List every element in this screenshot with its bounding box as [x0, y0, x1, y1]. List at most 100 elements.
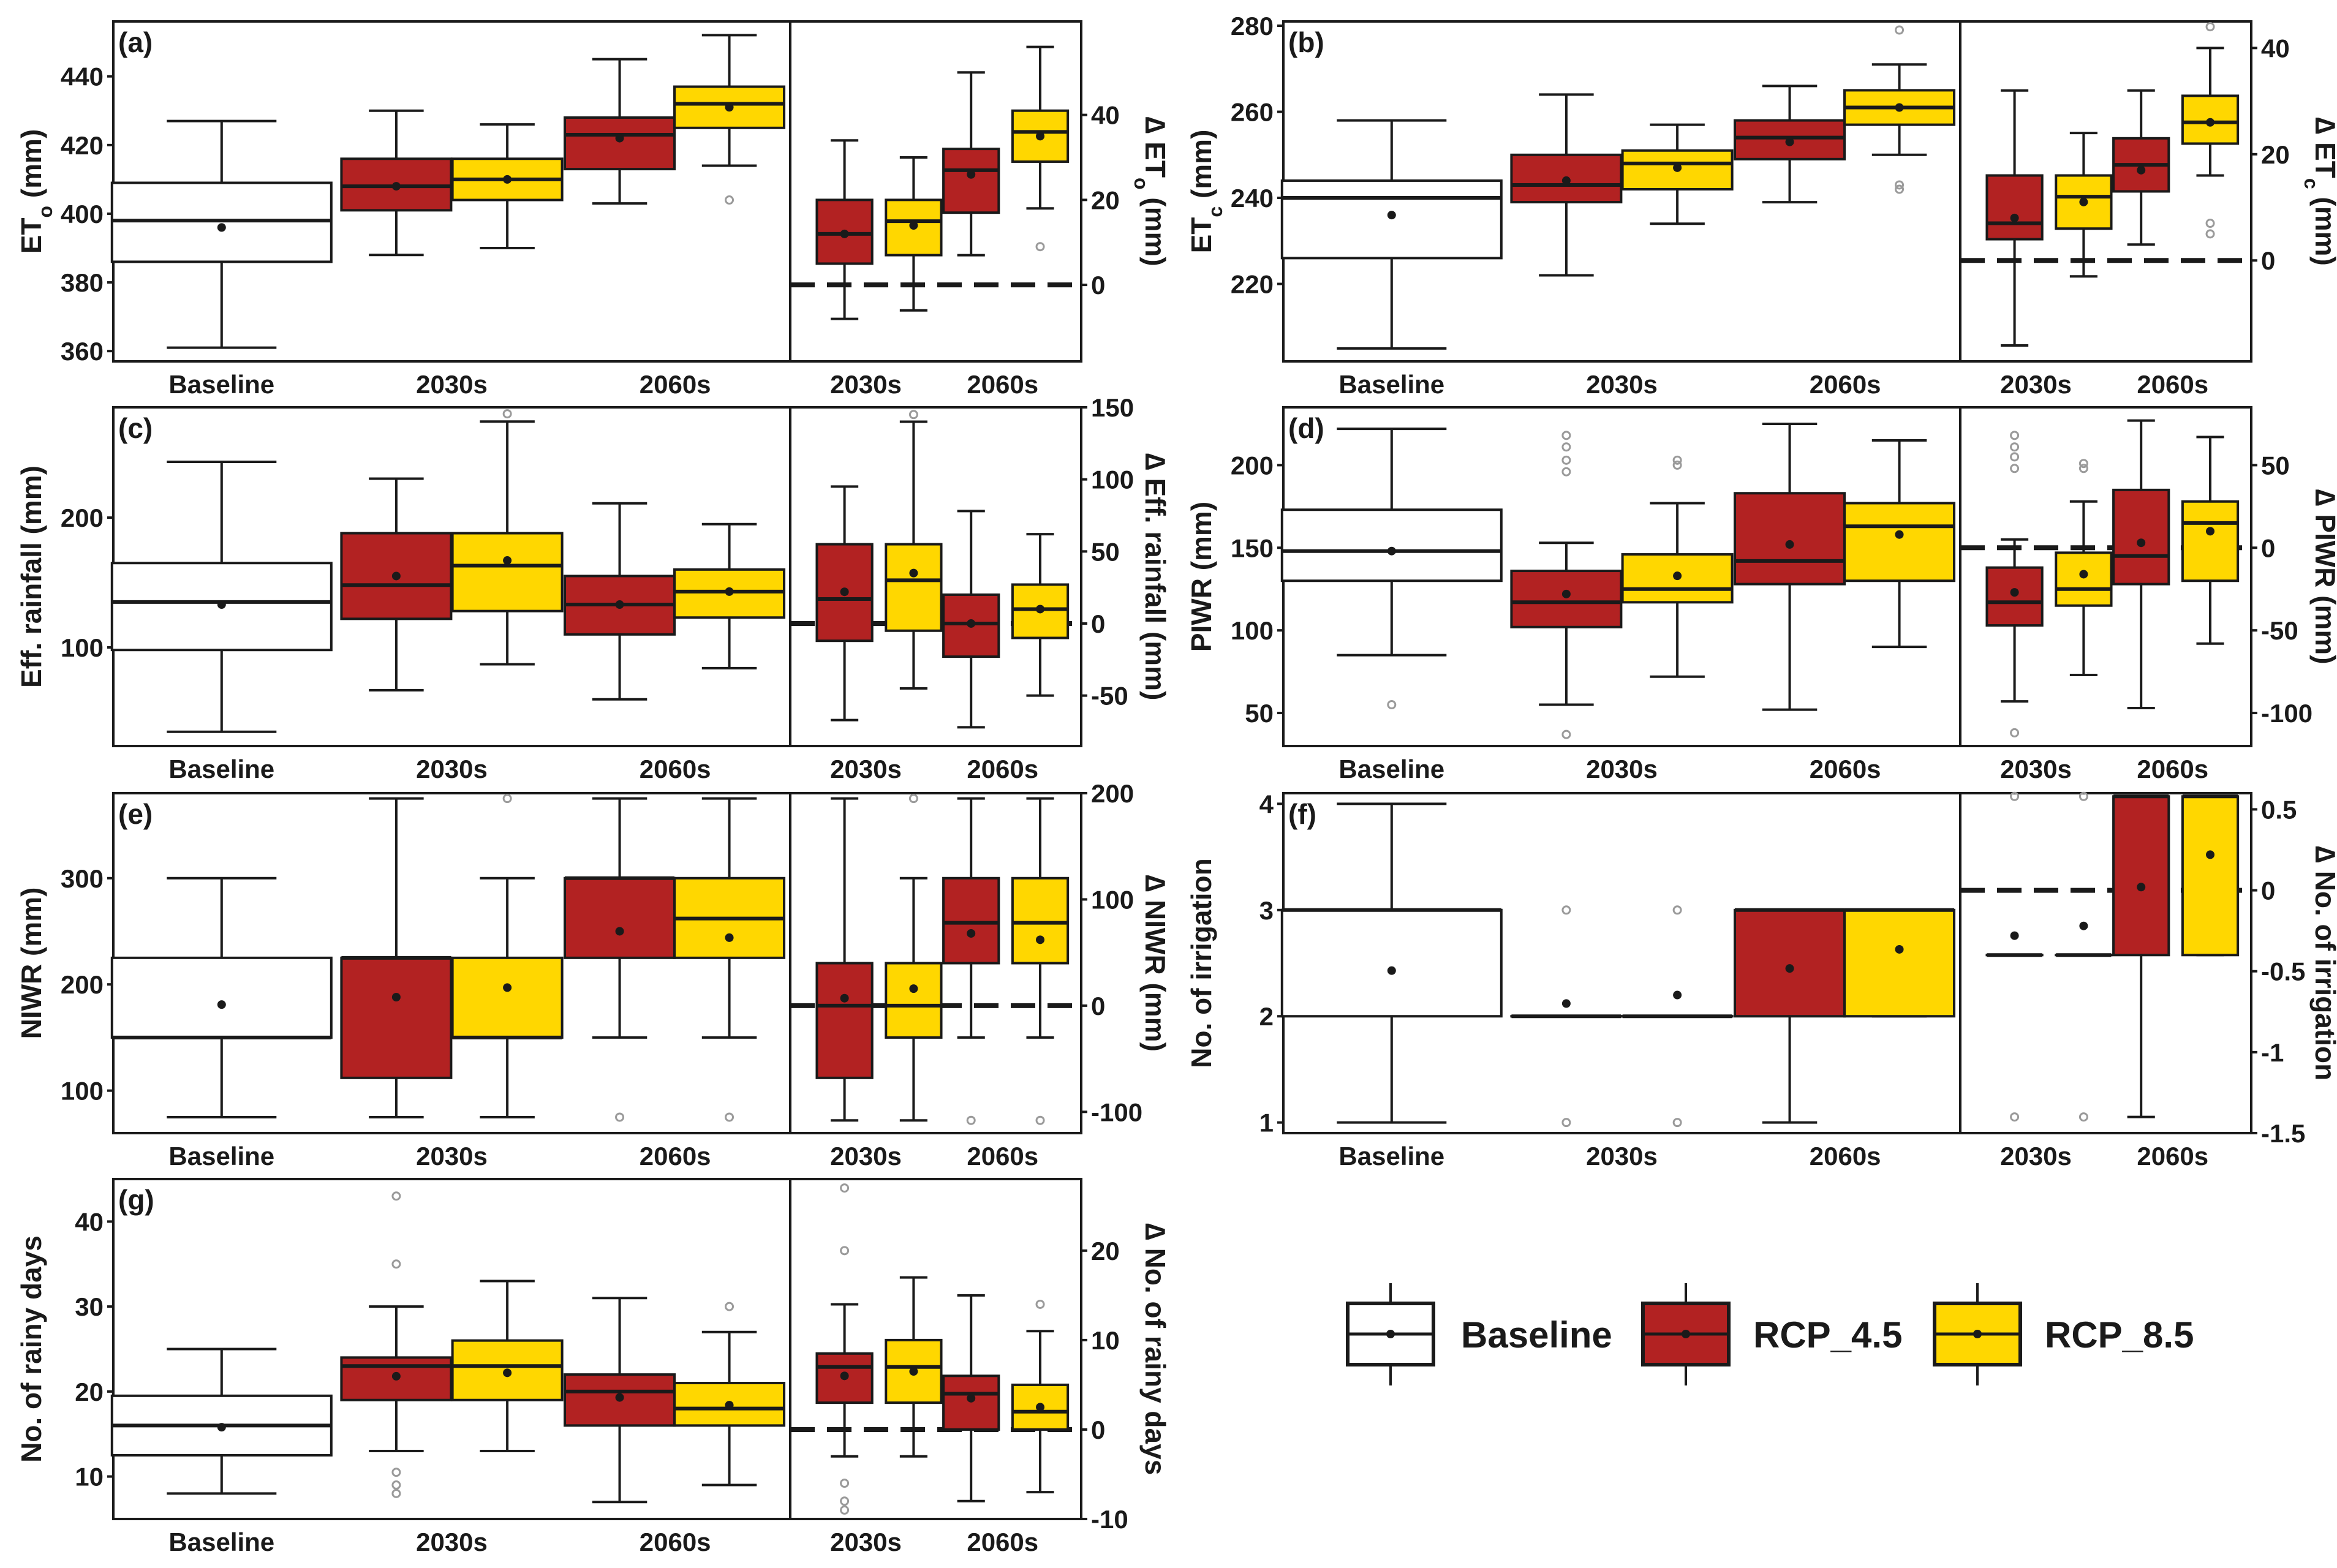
- panel-e-delta-2060s-rcp45-mean: [967, 929, 976, 938]
- panel-g-ylabel: No. of rainy days: [15, 1235, 47, 1463]
- panel-d-delta-xtick-2060s: 2060s: [2137, 755, 2208, 783]
- panel-e-baseline-baseline-mean: [217, 1000, 226, 1009]
- panel-b-2060s-rcp85-mean: [1895, 103, 1904, 112]
- panel-a-xtick-2060s: 2060s: [640, 370, 711, 399]
- panel-e-delta-2030s-rcp85-outlier-0: [908, 794, 918, 804]
- panel-b-2030s-rcp85-mean: [1673, 163, 1682, 172]
- legend-mean-rcp85: [1973, 1330, 1982, 1338]
- panel-e-delta-2060s-rcp85-outlier-0: [1035, 1115, 1045, 1125]
- panel-f-delta-2060s-rcp45-box: [2112, 795, 2170, 957]
- panel-f-delta-2030s-rcp45-outlier-1: [2010, 791, 2020, 801]
- panel-e-delta-2030s-rcp45-box: [815, 962, 874, 1079]
- panel-e-ytick-delta-label: 0: [1091, 992, 1105, 1020]
- panel-f-delta-2060s-rcp85-box: [2181, 795, 2240, 957]
- panel-c-ytick-delta-label: 0: [1091, 609, 1105, 638]
- panel-e-2060s-rcp45-mean: [615, 927, 624, 936]
- panel-f-ytick-delta-label: -1: [2261, 1038, 2284, 1067]
- panel-b-2060s-rcp85-outlier-1: [1895, 180, 1905, 190]
- panel-f-2030s-rcp85-outlier-0: [1672, 1118, 1682, 1128]
- panel-f-baseline-baseline-mean: [1387, 966, 1396, 975]
- panel-e-delta-2030s-rcp85-box: [885, 962, 943, 1039]
- panel-c-2030s-rcp85-outlier-0: [502, 409, 512, 419]
- panel-c-baseline-baseline-box: [110, 562, 333, 652]
- panel-e-2060s-rcp45-outlier-0: [615, 1112, 625, 1122]
- panel-g-delta-2030s-rcp45-outlier-4: [840, 1183, 850, 1193]
- panel-b-ytick-delta-label: 40: [2261, 34, 2290, 62]
- panel-b-xtick-baseline: Baseline: [1338, 370, 1444, 399]
- panel-d-delta-2030s-rcp45-mean: [2010, 588, 2019, 597]
- panel-g: 10 20 30 40 -10 0 10 20 Baseline 2030s 2060s 2030s 2…: [15, 1178, 1171, 1556]
- legend-item-rcp45: RCP_4.5: [1641, 1283, 1902, 1385]
- panel-e-delta-2030s-rcp85-mean: [909, 984, 918, 993]
- panel-b-delta-2030s-rcp85-mean: [2079, 197, 2088, 206]
- panel-d-ylabel-delta: ∆ PIWR (mm): [2309, 489, 2337, 664]
- panel-b-ylabel-delta-part-0: ∆ ET: [2309, 117, 2337, 178]
- panel-c-2030s-rcp85-mean: [503, 556, 512, 565]
- panel-d-baseline-baseline-outlier-0: [1387, 700, 1397, 710]
- panel-g-ytick-delta-label: 20: [1091, 1237, 1120, 1265]
- panel-f-ytick-label: 4: [1259, 790, 1274, 818]
- panel-f-delta-xtick-2060s: 2060s: [2137, 1142, 2208, 1170]
- panel-b-label: (b): [1288, 26, 1324, 58]
- panel-d-ytick-delta-label: 0: [2261, 533, 2275, 562]
- panel-a-ylabel-delta: ∆ ETo (mm): [1130, 116, 1171, 266]
- panel-a-2030s-rcp85-mean: [503, 175, 512, 184]
- panel-d-2060s-rcp45-mean: [1785, 540, 1794, 549]
- panel-e-ytick-label: 300: [61, 864, 104, 893]
- panel-a-ylabel-delta-part-0: ∆ ET: [1139, 116, 1171, 178]
- legend: Baseline RCP_4.5 RCP_8.5: [1346, 1283, 2194, 1385]
- panel-g-delta-2060s-rcp45-box: [942, 1374, 1000, 1431]
- panel-g-delta-xtick-2030s: 2030s: [830, 1528, 902, 1556]
- panel-c-ylabel-delta-part-0: ∆ Eff. rainfall (mm): [1139, 453, 1171, 701]
- panel-d-2030s-rcp45-outlier-3: [1561, 442, 1571, 452]
- panel-d-2060s-rcp45-box: [1734, 492, 1846, 586]
- panel-f-xtick-2030s: 2030s: [1586, 1142, 1658, 1170]
- panel-a-2030s-rcp45-mean: [391, 182, 401, 191]
- panel-f-ytick-delta-label: 0.5: [2261, 795, 2297, 824]
- panel-f-2060s-rcp45-box: [1734, 908, 1846, 1018]
- panel-f-2030s-rcp45-outlier-1: [1561, 905, 1571, 915]
- legend-label-rcp45: RCP_4.5: [1753, 1314, 1902, 1355]
- panel-a-label: (a): [118, 26, 153, 58]
- panel-d-ytick-label: 50: [1245, 699, 1274, 728]
- panel-a-ytick-label: 380: [61, 268, 104, 297]
- panel-e-ylabel: NIWR (mm): [15, 888, 47, 1039]
- panel-e-ytick-delta-label: 100: [1091, 885, 1134, 914]
- panel-c-xtick-2060s: 2060s: [640, 755, 711, 783]
- panel-f-2060s-rcp85-box: [1843, 908, 1956, 1018]
- panel-e-delta-xtick-2060s: 2060s: [967, 1142, 1038, 1170]
- panel-e-delta-2060s-rcp45-box: [942, 876, 1000, 965]
- panel-g-ytick-label: 20: [75, 1378, 104, 1406]
- panel-e-delta-2030s-rcp45-mean: [840, 993, 849, 1003]
- panel-g-2060s-rcp45-mean: [615, 1393, 624, 1402]
- panel-e-2030s-rcp85-mean: [503, 983, 512, 992]
- panel-a-ytick-label: 440: [61, 62, 104, 91]
- panel-d-ytick-label: 150: [1231, 533, 1274, 562]
- panel-a-ylabel-part-0: ET: [15, 218, 47, 254]
- panel-b-ylabel-part-1: c: [1204, 206, 1226, 217]
- panel-c-ytick-label: 100: [61, 633, 104, 662]
- panel-b: 220 240 260 280 0 20 40 Baseline 2030s 2060s 2030s…: [1185, 12, 2337, 399]
- panel-c-ytick-delta-label: 50: [1091, 537, 1120, 566]
- panel-f-baseline-baseline-box: [1280, 908, 1503, 1018]
- panel-a-ytick-label: 420: [61, 131, 104, 160]
- panel-c-ylabel: Eff. rainfall (mm): [15, 466, 47, 688]
- legend-label-rcp85: RCP_8.5: [2045, 1314, 2194, 1355]
- panel-g-xtick-2030s: 2030s: [416, 1528, 488, 1556]
- panel-b-baseline-baseline-box: [1280, 179, 1503, 260]
- panel-e-label: (e): [118, 798, 153, 830]
- panel-a-xtick-baseline: Baseline: [168, 370, 274, 399]
- panel-d-2030s-rcp85-mean: [1673, 571, 1682, 581]
- panel-b-ytick-label: 240: [1231, 184, 1274, 213]
- panel-b-delta-2030s-rcp45-box: [1985, 174, 2044, 241]
- panel-f-2030s-rcp85-outlier-1: [1672, 905, 1682, 915]
- panel-f: 1 2 3 4 -1.5 -1 -0.5 0 0.5 Baseline 2030s 2060s 2030…: [1185, 790, 2337, 1170]
- panel-g-delta-xtick-2060s: 2060s: [967, 1528, 1038, 1556]
- panel-d-ylabel: PIWR (mm): [1185, 502, 1217, 652]
- panel-d-2030s-rcp45-mean: [1561, 589, 1571, 598]
- panel-b-ylabel: ETc (mm): [1185, 130, 1226, 254]
- panel-a: 360 380 400 420 440 0 20 40 Baseline 2030s 2060s 20…: [15, 20, 1171, 399]
- panel-g-2060s-rcp85-mean: [725, 1401, 734, 1410]
- panel-f-delta-2030s-rcp85-outlier-0: [2078, 1112, 2088, 1122]
